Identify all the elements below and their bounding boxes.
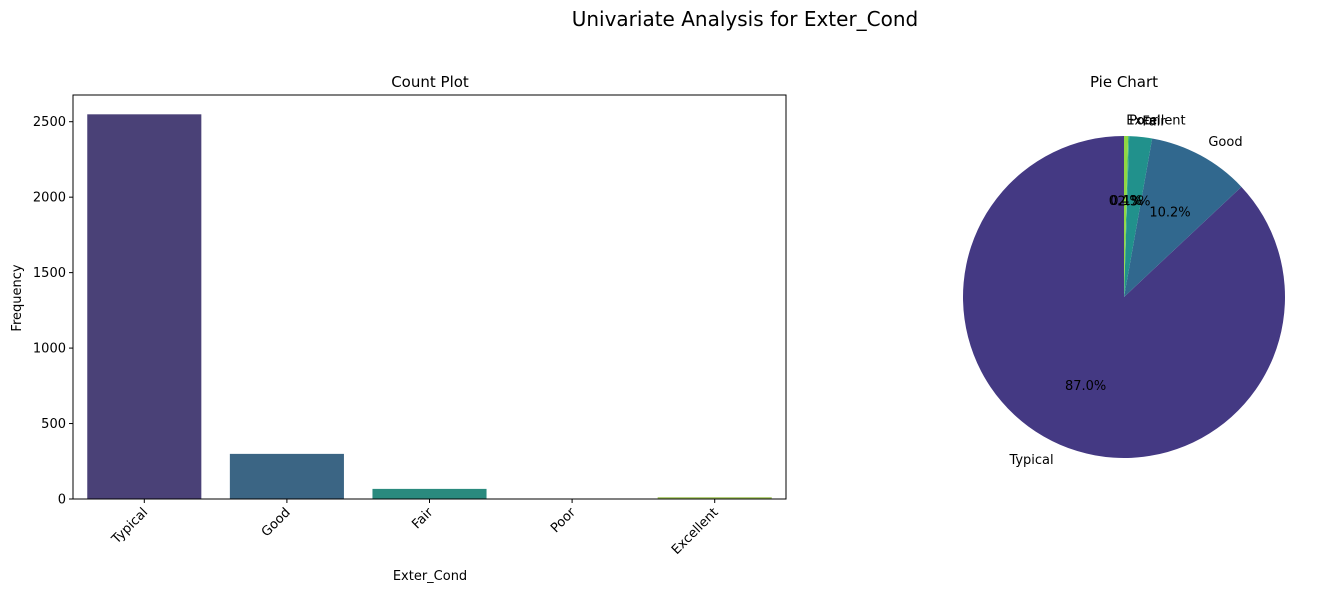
- count-plot-frame: [72, 94, 787, 500]
- pie-chart-title: Pie Chart: [1090, 73, 1158, 91]
- y-axis-ticks: 0 500 1000 1500 2000 2500: [33, 115, 73, 508]
- bar-excellent: [657, 497, 772, 499]
- bar-good: [229, 453, 344, 499]
- pie-percent-label: 10.2%: [1149, 206, 1190, 221]
- bars-group: [87, 114, 772, 500]
- y-tick-label: 500: [41, 417, 66, 432]
- pie-labels: Typical 87.0% Good 10.2% Fair 2.3% Poor 0.1% Exc…: [1008, 113, 1242, 468]
- y-tick-label: 1500: [33, 266, 66, 281]
- pie-percent-label: 0.1%: [1110, 194, 1143, 209]
- y-tick-label: 1000: [33, 342, 66, 357]
- pie-percent-label: 2.3%: [1118, 194, 1151, 209]
- x-axis-label: Exter_Cond: [393, 569, 467, 584]
- pie-slice-good: [1124, 138, 1242, 297]
- count-plot: Count Plot 0 500 1000 1500 2000 2500 Typical G…: [10, 73, 787, 584]
- bar-typical: [87, 114, 202, 500]
- pie-label: Fair: [1142, 114, 1166, 129]
- bar-fair: [372, 488, 487, 499]
- pie-percent-label: 0.4%: [1109, 194, 1142, 209]
- pie-label: Typical: [1008, 453, 1053, 468]
- y-axis-label: Frequency: [10, 264, 25, 331]
- x-tick-label: Excellent: [669, 505, 722, 558]
- y-tick-label: 2000: [33, 191, 66, 206]
- count-plot-title: Count Plot: [391, 73, 469, 91]
- x-tick-label: Poor: [548, 505, 579, 536]
- x-tick-label: Typical: [109, 505, 152, 548]
- pie-slice-excellent: [1124, 136, 1129, 297]
- x-axis-ticks: Typical Good Fair Poor Excellent: [109, 499, 722, 558]
- y-tick-label: 2500: [33, 115, 66, 130]
- figure-title: Univariate Analysis for Exter_Cond: [572, 7, 919, 31]
- pie-label: Good: [1208, 135, 1242, 150]
- pie-percent-label: 87.0%: [1065, 379, 1106, 394]
- pie-label: Poor: [1129, 113, 1158, 128]
- pie-chart: Pie Chart Typical 87.0% Good 10.2% Fair 2.3% P…: [963, 73, 1285, 468]
- pie-slices: [963, 136, 1285, 459]
- y-tick-label: 0: [58, 493, 66, 508]
- pie-slice-fair: [1124, 136, 1153, 297]
- pie-slice-poor: [1124, 136, 1130, 297]
- x-tick-label: Good: [259, 505, 294, 540]
- pie-label: Excellent: [1126, 113, 1185, 128]
- x-tick-label: Fair: [409, 505, 436, 532]
